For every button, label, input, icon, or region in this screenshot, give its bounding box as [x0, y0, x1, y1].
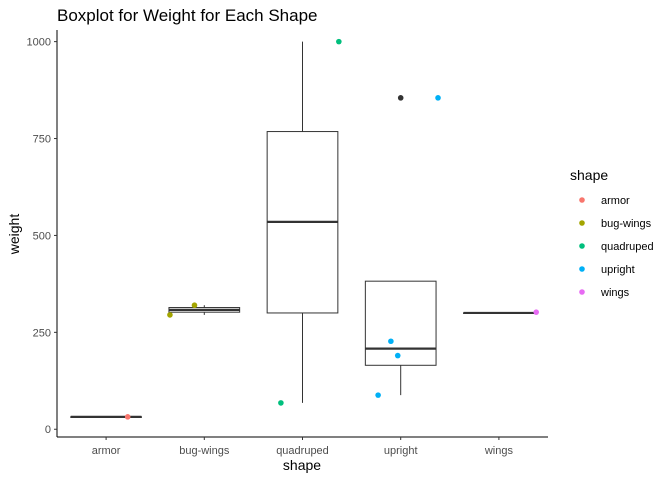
y-tick-label: 0 [45, 424, 51, 436]
data-point-upright [435, 95, 441, 101]
data-point-bug-wings [191, 302, 198, 309]
x-tick-label: upright [384, 445, 418, 457]
legend-key-bug-wings [579, 220, 585, 226]
data-point-upright [375, 392, 381, 398]
plot-area [70, 38, 540, 420]
x-tick-label: armor [92, 445, 121, 457]
legend-label-armor: armor [601, 195, 630, 207]
legend-label-wings: wings [600, 287, 630, 299]
x-tick-label: wings [484, 445, 514, 457]
chart-title: Boxplot for Weight for Each Shape [57, 6, 318, 25]
box-bug-wings [168, 305, 241, 315]
x-axis-title: shape [283, 457, 321, 473]
y-tick-label: 250 [33, 327, 51, 339]
data-point-quadruped [336, 38, 342, 45]
legend-title: shape [570, 167, 608, 183]
x-axis-ticks: armor bug-wings quadruped upright wings [92, 437, 514, 457]
data-point-upright [394, 352, 401, 359]
box-quadruped [266, 41, 339, 403]
legend-key-upright [579, 266, 585, 272]
box-armor [70, 415, 142, 418]
data-point-wings [533, 309, 540, 315]
x-tick-label: quadruped [276, 445, 329, 457]
legend-key-quadruped [579, 243, 585, 249]
y-axis-ticks: 0 250 500 750 1000 [27, 37, 57, 436]
data-point-armor [124, 414, 131, 420]
box-upright [364, 95, 437, 396]
legend-label-bug-wings: bug-wings [601, 218, 652, 230]
legend-label-upright: upright [601, 264, 635, 276]
legend: shape armor bug-wings quadruped upright wing… [570, 167, 654, 299]
outlier-point [397, 95, 404, 101]
data-point-bug-wings [167, 312, 173, 318]
y-axis-title: weight [6, 214, 22, 256]
box-wings [463, 311, 535, 315]
box-body [364, 280, 437, 366]
x-tick-label: bug-wings [179, 445, 230, 457]
legend-key-armor [579, 197, 585, 203]
data-point-upright [388, 338, 394, 345]
y-tick-label: 1000 [27, 37, 51, 49]
y-tick-label: 500 [33, 230, 51, 242]
data-point-quadruped [278, 400, 284, 406]
legend-key-wings [579, 289, 585, 295]
y-tick-label: 750 [33, 134, 51, 146]
legend-label-quadruped: quadruped [601, 241, 654, 253]
